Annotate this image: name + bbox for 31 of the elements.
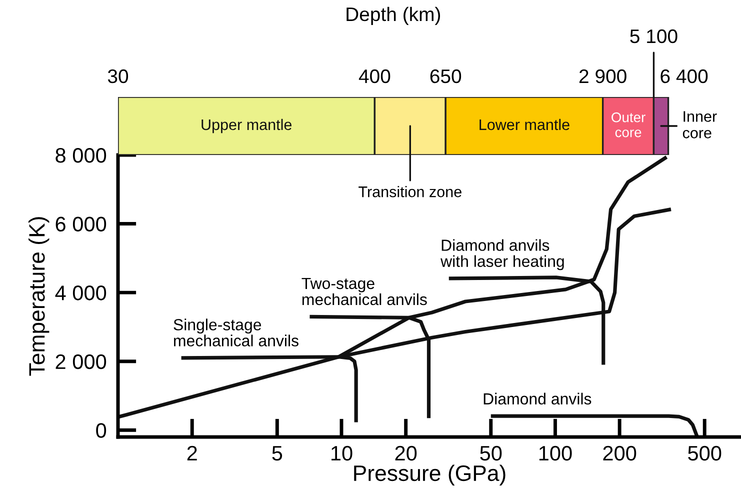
text: 2 900 — [579, 69, 626, 84]
y-tick-label: 0 — [96, 423, 106, 438]
series-label: Lower mantle — [480, 118, 570, 130]
text: 650 — [430, 69, 462, 84]
x-tick-label: 100 — [539, 446, 572, 461]
y-tick-label: 4 000 — [55, 286, 106, 300]
x-tick-label: 10 — [332, 446, 352, 461]
x-tick-label: 20 — [395, 446, 417, 461]
series-label: Outer core — [612, 112, 646, 138]
series-label: Two-stage mechanical anvils — [302, 278, 427, 306]
x2-axis-title: Depth (km) — [346, 6, 440, 25]
x-tick-label: 500 — [688, 446, 722, 461]
x-axis-title: Pressure (GPa) — [354, 464, 506, 486]
series-label: Inner core — [682, 111, 717, 138]
y-axis-title: Temperature (K) — [28, 217, 50, 376]
x-tick-label: 200 — [603, 446, 636, 461]
series-label: Single-stage mechanical anvils — [174, 318, 298, 346]
series-label: Diamond anvils — [484, 392, 592, 405]
y-tick-label: 2 000 — [56, 354, 106, 370]
y-tick-label: 8 000 — [56, 148, 106, 163]
x-tick-label: 2 — [187, 446, 197, 460]
text: 5 100 — [630, 29, 678, 44]
text: 6 400 — [660, 69, 708, 84]
series-label: Diamond anvils with laser heating — [440, 239, 564, 270]
text: Transition zone — [358, 186, 462, 198]
x-tick-label: 50 — [480, 446, 502, 461]
text: 30 — [108, 69, 128, 84]
series-label: Upper mantle — [202, 118, 292, 134]
y-tick-label: 6 000 — [56, 216, 106, 232]
x-tick-label: 5 — [272, 446, 282, 461]
text: 400 — [358, 69, 390, 84]
